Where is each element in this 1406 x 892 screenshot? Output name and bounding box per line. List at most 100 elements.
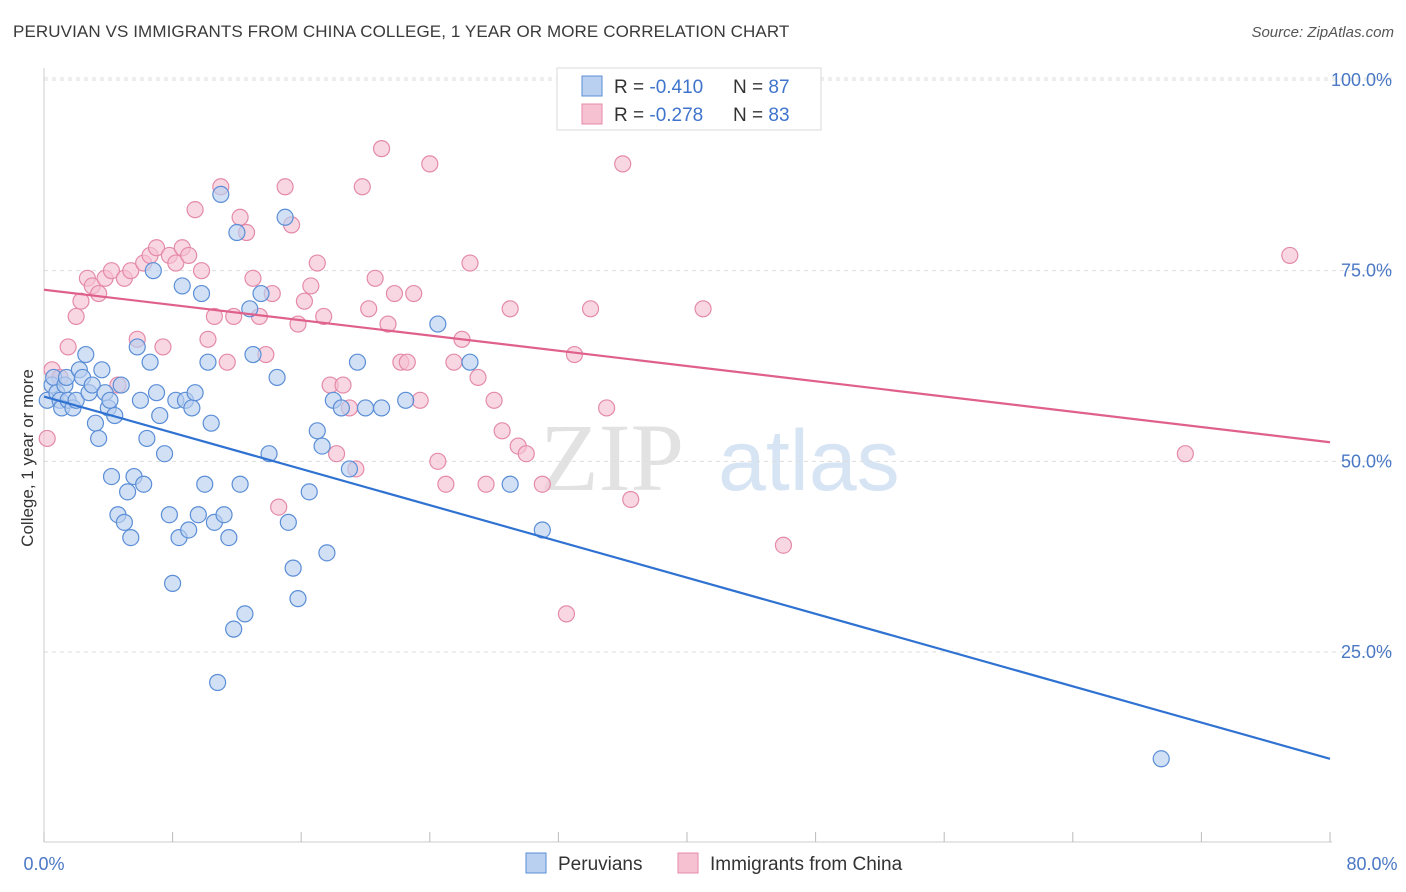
china-point bbox=[308, 254, 326, 272]
peruvian-point bbox=[397, 391, 415, 409]
svg-text:R = -0.278: R = -0.278 bbox=[614, 105, 703, 126]
peruvian-point bbox=[118, 483, 137, 501]
china-point bbox=[1176, 445, 1194, 463]
peruvian-point bbox=[138, 429, 156, 448]
peruvian-point bbox=[268, 368, 286, 387]
peruvian-point bbox=[173, 277, 191, 295]
peruvian-point bbox=[284, 559, 302, 577]
china-point bbox=[379, 315, 397, 333]
peruvian-point bbox=[147, 384, 166, 402]
watermark-atlas: atlas bbox=[718, 413, 900, 509]
peruvian-point bbox=[86, 414, 105, 432]
peruvian-point bbox=[115, 513, 133, 531]
china-point bbox=[437, 475, 455, 493]
peruvian-point bbox=[236, 605, 254, 623]
china-point bbox=[445, 353, 463, 371]
china-point bbox=[398, 353, 416, 371]
china-point bbox=[533, 475, 551, 493]
china-point bbox=[421, 155, 439, 173]
peruvian-point bbox=[318, 544, 336, 562]
peruvian-point bbox=[209, 673, 227, 692]
legend-r-label-1: R = bbox=[614, 77, 649, 98]
peruvian-point bbox=[244, 345, 262, 364]
peruvian-point bbox=[131, 391, 150, 409]
x-ticks bbox=[43, 832, 1331, 842]
legend-n-label-1: N = bbox=[733, 77, 768, 98]
legend-n-value-2: 83 bbox=[768, 105, 789, 126]
peruvian-point bbox=[151, 406, 169, 425]
trend-line-peruvians bbox=[43, 395, 1331, 760]
china-point bbox=[493, 422, 511, 440]
peruvian-point bbox=[141, 353, 159, 371]
peruvian-point bbox=[308, 422, 326, 440]
china-point bbox=[334, 376, 352, 394]
peruvian-point bbox=[128, 338, 146, 356]
peruvian-point bbox=[348, 353, 367, 371]
china-point bbox=[205, 307, 223, 326]
china-point bbox=[501, 300, 519, 318]
china-point bbox=[122, 262, 140, 280]
peruvian-point bbox=[112, 376, 130, 394]
y-tick-label-25: 25.0% bbox=[1341, 642, 1392, 662]
china-point bbox=[315, 307, 333, 326]
y-tick-label-75: 75.0% bbox=[1341, 261, 1392, 281]
china-point bbox=[167, 254, 185, 272]
trend-line-china bbox=[43, 288, 1331, 444]
china-point bbox=[302, 277, 320, 295]
china-point bbox=[598, 399, 616, 417]
peruvian-point bbox=[220, 528, 238, 547]
peruvian-point bbox=[183, 399, 201, 417]
china-point bbox=[38, 429, 56, 448]
peruvian-point bbox=[135, 475, 153, 493]
chart-title: PERUVIAN VS IMMIGRANTS FROM CHINA COLLEG… bbox=[13, 22, 790, 41]
y-axis-label: College, 1 year or more bbox=[18, 369, 37, 547]
peruvian-point bbox=[215, 506, 233, 524]
peruvian-point bbox=[192, 284, 211, 303]
china-point bbox=[218, 353, 236, 371]
china-point bbox=[694, 300, 712, 318]
peruvian-point bbox=[144, 262, 162, 280]
legend-swatch-china bbox=[581, 103, 603, 125]
legend-n-value-1: 87 bbox=[768, 77, 789, 98]
peruvian-point bbox=[1152, 750, 1170, 768]
china-point bbox=[485, 391, 503, 409]
china-point bbox=[429, 452, 447, 470]
svg-text:N = 83: N = 83 bbox=[733, 105, 790, 126]
china-point bbox=[565, 345, 584, 364]
watermark: ZIP atlas bbox=[540, 404, 900, 511]
source-credit: Source: ZipAtlas.com bbox=[1251, 24, 1394, 41]
peruvian-point bbox=[332, 399, 350, 417]
china-point bbox=[774, 536, 793, 554]
china-point bbox=[581, 300, 600, 318]
peruvian-point bbox=[189, 506, 207, 524]
legend-r-value-2: -0.278 bbox=[649, 105, 703, 126]
china-point bbox=[614, 155, 632, 173]
peruvian-point bbox=[356, 399, 375, 417]
peruvian-point bbox=[252, 284, 270, 303]
bottom-legend-peruvians: Peruvians bbox=[558, 854, 643, 875]
china-point bbox=[67, 307, 85, 326]
legend-r-label-2: R = bbox=[614, 105, 649, 126]
series-peruvians-points bbox=[38, 185, 1170, 768]
svg-text:R = -0.410: R = -0.410 bbox=[614, 77, 703, 98]
peruvian-point bbox=[160, 506, 178, 524]
china-point bbox=[411, 391, 429, 409]
peruvian-point bbox=[279, 513, 297, 531]
peruvian-point bbox=[340, 460, 359, 478]
x-tick-label-max: 80.0% bbox=[1346, 854, 1397, 874]
bottom-legend-china: Immigrants from China bbox=[710, 854, 903, 875]
axes bbox=[43, 68, 1332, 843]
peruvian-point bbox=[101, 391, 119, 409]
peruvian-point bbox=[83, 376, 101, 394]
china-point bbox=[461, 254, 479, 272]
peruvian-point bbox=[77, 345, 95, 364]
peruvian-point bbox=[164, 574, 182, 592]
china-point bbox=[327, 445, 346, 463]
peruvian-point bbox=[228, 223, 246, 242]
bottom-legend-swatch-china bbox=[677, 852, 699, 874]
china-point bbox=[59, 338, 77, 356]
china-point bbox=[353, 178, 371, 196]
trend-lines bbox=[43, 288, 1331, 760]
china-point bbox=[276, 178, 294, 196]
